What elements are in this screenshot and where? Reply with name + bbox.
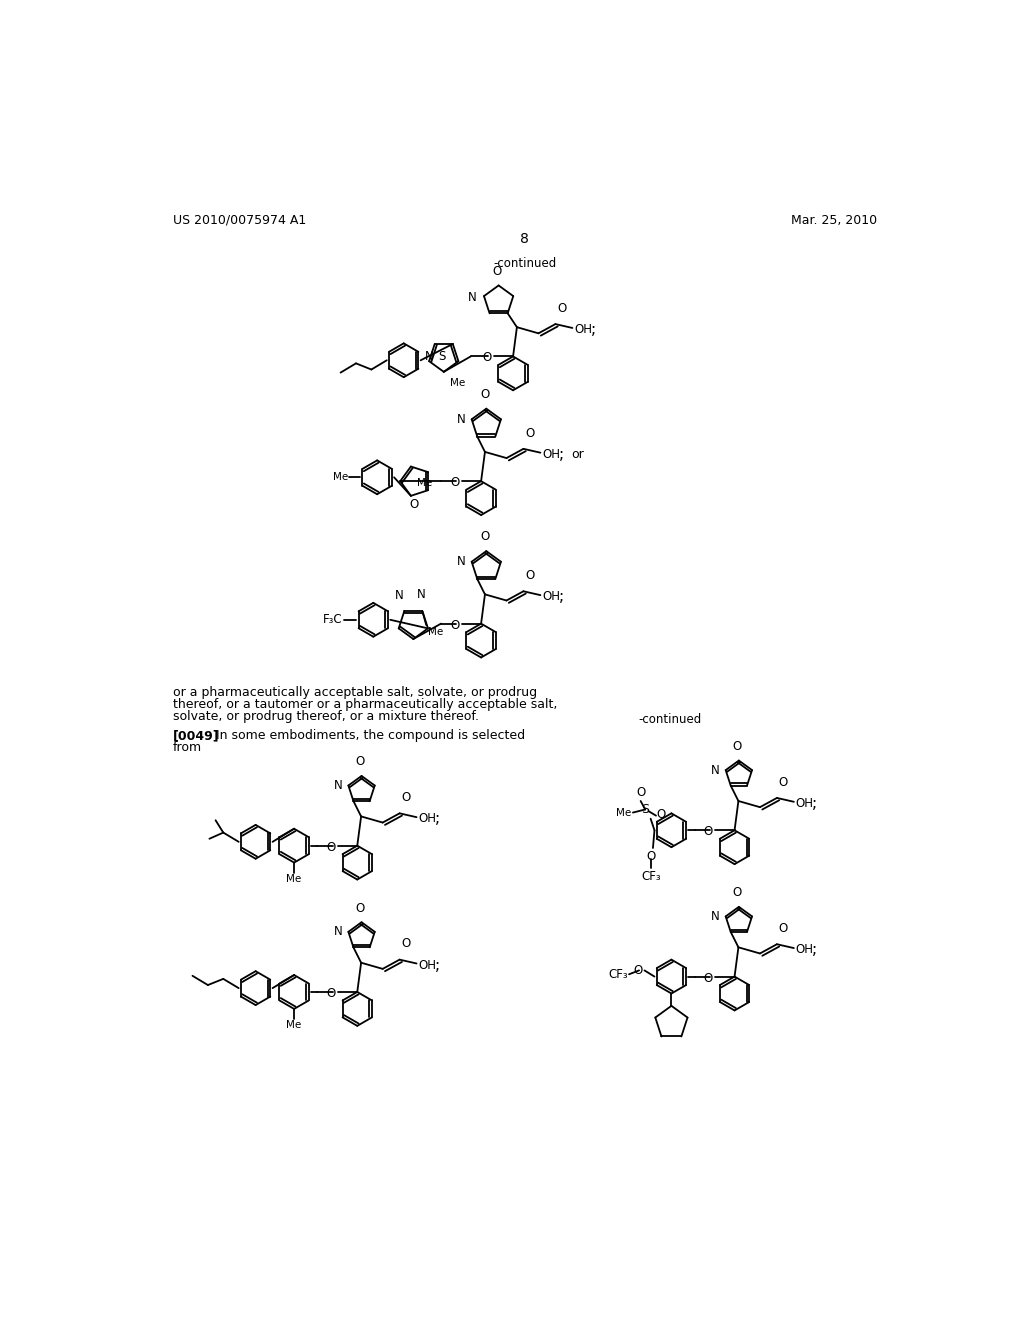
Text: Me: Me (287, 1020, 302, 1031)
Text: or a pharmaceutically acceptable salt, solvate, or prodrug: or a pharmaceutically acceptable salt, s… (173, 686, 537, 698)
Text: ;: ; (591, 322, 596, 337)
Text: solvate, or prodrug thereof, or a mixture thereof.: solvate, or prodrug thereof, or a mixtur… (173, 710, 479, 723)
Text: OH: OH (418, 958, 436, 972)
Text: N: N (424, 350, 433, 363)
Text: In some embodiments, the compound is selected: In some embodiments, the compound is sel… (208, 729, 524, 742)
Text: -continued: -continued (494, 257, 556, 271)
Text: N: N (334, 779, 342, 792)
Text: N: N (711, 763, 720, 776)
Text: O: O (401, 937, 411, 950)
Text: ;: ; (435, 957, 440, 973)
Text: N: N (457, 556, 466, 568)
Text: N: N (711, 909, 720, 923)
Text: ;: ; (559, 446, 564, 462)
Text: OH: OH (418, 812, 436, 825)
Text: thereof, or a tautomer or a pharmaceutically acceptable salt,: thereof, or a tautomer or a pharmaceutic… (173, 698, 557, 711)
Text: O: O (401, 791, 411, 804)
Text: OH: OH (796, 942, 813, 956)
Text: ;: ; (559, 589, 564, 605)
Text: O: O (733, 886, 742, 899)
Text: OH: OH (542, 447, 560, 461)
Text: O: O (636, 787, 645, 800)
Text: O: O (355, 755, 365, 768)
Text: Me: Me (616, 808, 632, 817)
Text: Me: Me (417, 478, 432, 488)
Text: OH: OH (573, 323, 592, 337)
Text: from: from (173, 742, 202, 754)
Text: N: N (468, 292, 476, 304)
Text: Me: Me (428, 627, 443, 636)
Text: or: or (571, 447, 584, 461)
Text: CF₃: CF₃ (608, 968, 628, 981)
Text: Me: Me (450, 378, 465, 388)
Text: O: O (327, 841, 336, 854)
Text: 8: 8 (520, 231, 529, 246)
Text: OH: OH (796, 797, 813, 810)
Text: O: O (327, 987, 336, 1001)
Text: O: O (634, 964, 643, 977)
Text: ;: ; (435, 812, 440, 826)
Text: O: O (703, 825, 713, 838)
Text: O: O (656, 808, 666, 821)
Text: Me: Me (287, 874, 302, 884)
Text: O: O (525, 569, 535, 582)
Text: N: N (417, 587, 426, 601)
Text: O: O (493, 265, 502, 277)
Text: N: N (334, 925, 342, 939)
Text: O: O (410, 498, 419, 511)
Text: S: S (438, 350, 445, 363)
Text: Me: Me (333, 473, 348, 482)
Text: O: O (451, 619, 460, 632)
Text: O: O (703, 972, 713, 985)
Text: ;: ; (812, 796, 817, 810)
Text: O: O (451, 477, 460, 490)
Text: OH: OH (542, 590, 560, 603)
Text: -continued: -continued (638, 713, 701, 726)
Text: S: S (641, 803, 649, 816)
Text: O: O (557, 302, 566, 315)
Text: O: O (778, 776, 787, 788)
Text: [0049]: [0049] (173, 729, 219, 742)
Text: O: O (482, 351, 492, 364)
Text: N: N (457, 413, 466, 426)
Text: O: O (525, 426, 535, 440)
Text: Mar. 25, 2010: Mar. 25, 2010 (791, 214, 877, 227)
Text: O: O (480, 531, 489, 544)
Text: CF₃: CF₃ (642, 870, 662, 883)
Text: F₃C: F₃C (323, 614, 342, 626)
Text: O: O (778, 921, 787, 935)
Text: O: O (355, 902, 365, 915)
Text: O: O (647, 850, 656, 862)
Text: N: N (395, 589, 404, 602)
Text: US 2010/0075974 A1: US 2010/0075974 A1 (173, 214, 306, 227)
Text: O: O (480, 388, 489, 401)
Text: ;: ; (812, 942, 817, 957)
Text: O: O (733, 739, 742, 752)
